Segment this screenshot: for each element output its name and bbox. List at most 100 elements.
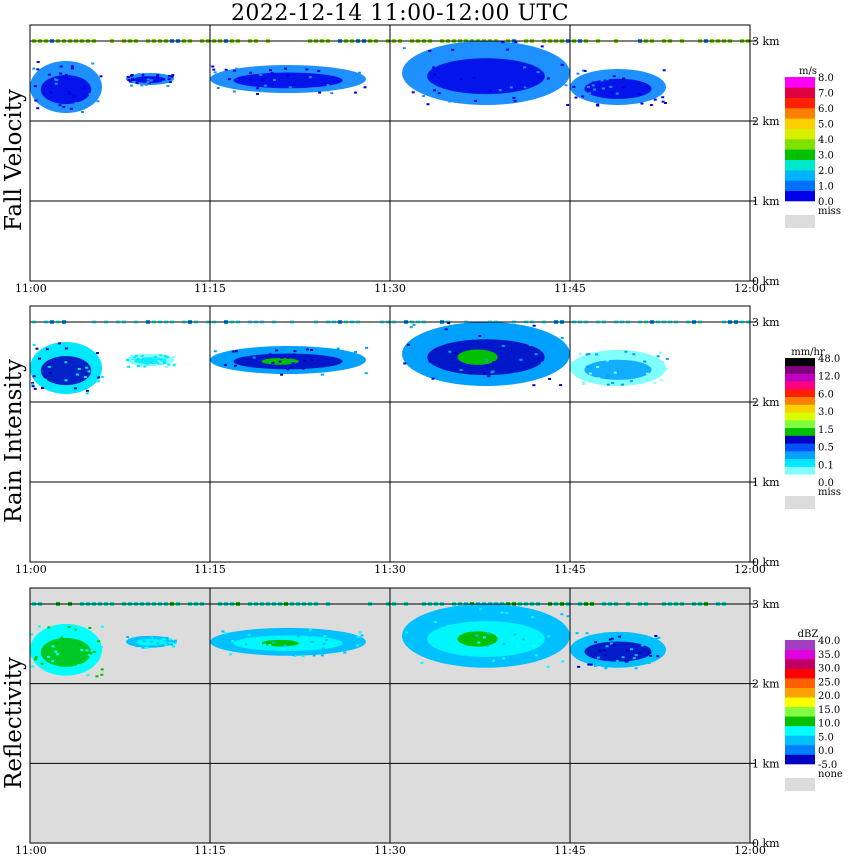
echo-speckle	[173, 640, 177, 643]
echo-speckle	[151, 645, 155, 648]
height-tick-label: 0 km	[752, 837, 780, 850]
echo-speckle	[604, 667, 608, 670]
echo-speckle	[587, 92, 591, 95]
echo-speckle	[235, 67, 239, 70]
echo-speckle	[293, 654, 297, 657]
echo-speckle	[350, 647, 354, 650]
echo-speckle	[482, 327, 486, 330]
echo-speckle	[581, 95, 585, 98]
echo-speckle	[43, 378, 47, 381]
echo-speckle	[158, 362, 162, 365]
echo-speckle	[305, 68, 309, 71]
echo-speckle	[66, 78, 70, 81]
echo-speckle	[32, 67, 36, 70]
echo-speckle	[223, 632, 227, 635]
echo-speckle	[653, 98, 657, 101]
echo-speckle	[170, 75, 174, 78]
echo-speckle	[133, 356, 137, 359]
colorbar-label: 15.0	[818, 705, 840, 716]
echo-speckle	[308, 76, 312, 79]
echo-speckle	[322, 642, 326, 645]
echo-speckle	[167, 77, 171, 80]
echo-speckle	[402, 47, 406, 50]
echo-speckle	[259, 73, 263, 76]
echo-speckle	[228, 363, 232, 366]
echo-speckle	[67, 90, 71, 93]
echo-speckle	[126, 75, 130, 78]
echo-speckle	[37, 625, 41, 628]
cloud-core	[584, 641, 652, 662]
echo-speckle	[148, 637, 152, 640]
colorbar-label: 48.0	[818, 354, 840, 365]
echo-speckle	[161, 644, 165, 647]
echo-speckle	[606, 383, 610, 386]
echo-speckle	[501, 344, 505, 347]
echo-speckle	[653, 381, 657, 384]
echo-speckle	[536, 89, 540, 92]
echo-speckle	[591, 81, 595, 84]
echo-speckle	[144, 646, 148, 649]
colorbar-label: 0.1	[818, 460, 834, 471]
echo-speckle	[167, 363, 171, 366]
echo-speckle	[66, 632, 70, 635]
colorbar-swatch	[785, 435, 815, 444]
echo-speckle	[271, 641, 275, 644]
echo-speckle	[310, 349, 314, 352]
echo-speckle	[127, 78, 131, 81]
echo-speckle	[450, 615, 454, 618]
echo-speckle	[459, 78, 463, 81]
echo-speckle	[654, 634, 658, 637]
echo-speckle	[654, 93, 658, 96]
echo-speckle	[555, 628, 559, 631]
echo-speckle	[163, 76, 167, 79]
echo-speckle	[77, 367, 81, 370]
echo-speckle	[231, 350, 235, 353]
echo-speckle	[272, 79, 276, 82]
echo-speckle	[36, 107, 40, 110]
colorbar-label: 2.0	[818, 166, 834, 177]
echo-speckle	[624, 660, 628, 663]
echo-speckle	[134, 640, 138, 643]
echo-speckle	[649, 104, 653, 107]
echo-speckle	[286, 356, 290, 359]
colorbar-swatch	[785, 139, 815, 150]
echo-speckle	[482, 371, 486, 374]
echo-speckle	[621, 656, 625, 659]
echo-speckle	[53, 69, 57, 72]
echo-speckle	[268, 644, 272, 647]
echo-speckle	[50, 78, 54, 81]
echo-speckle	[656, 655, 660, 658]
echo-speckle	[546, 665, 550, 668]
echo-speckle	[474, 99, 478, 102]
echo-speckle	[613, 371, 617, 374]
echo-speckle	[624, 350, 628, 353]
echo-speckle	[283, 67, 287, 70]
echo-speckle	[135, 645, 139, 648]
colorbar-missing-swatch	[785, 215, 815, 228]
echo-speckle	[498, 89, 502, 92]
echo-speckle	[41, 387, 45, 390]
colorbar-label: 40.0	[818, 636, 840, 647]
height-tick-label: 2 km	[752, 396, 780, 409]
echo-speckle	[310, 359, 314, 362]
echo-speckle	[266, 350, 270, 353]
echo-speckle	[70, 65, 74, 68]
echo-speckle	[428, 49, 432, 52]
echo-speckle	[428, 360, 432, 363]
echo-speckle	[412, 323, 416, 326]
echo-speckle	[131, 78, 135, 81]
height-tick-label: 3 km	[752, 316, 780, 329]
colorbar-unit: m/s	[799, 66, 817, 77]
echo-speckle	[32, 343, 36, 346]
echo-speckle	[296, 635, 300, 638]
time-tick-label: 11:45	[554, 282, 586, 295]
echo-speckle	[448, 100, 452, 103]
colorbar-label: 5.0	[818, 120, 834, 131]
echo-speckle	[141, 641, 145, 644]
echo-speckle	[131, 637, 135, 640]
echo-speckle	[481, 608, 485, 611]
echo-speckle	[649, 364, 653, 367]
echo-speckle	[90, 649, 94, 652]
echo-speckle	[596, 104, 600, 107]
echo-speckle	[96, 370, 100, 373]
